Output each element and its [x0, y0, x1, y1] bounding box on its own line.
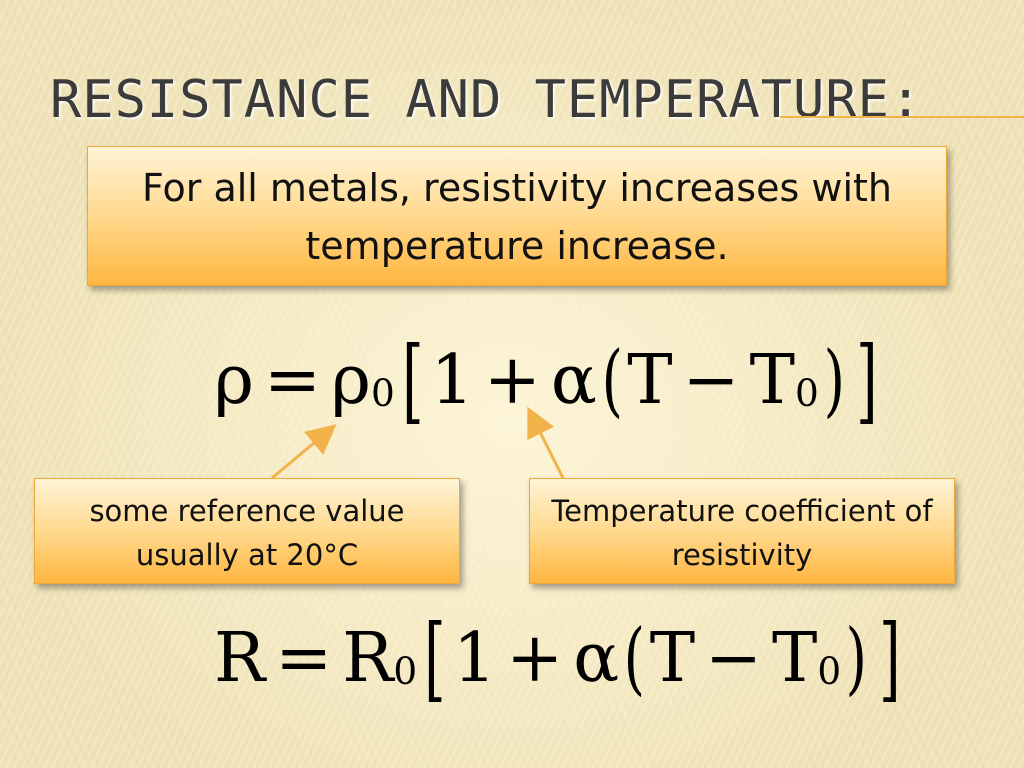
eq2-one: 1: [453, 618, 497, 698]
title-accent-line: [780, 116, 1024, 118]
eq1-sub-zero: 0: [370, 371, 395, 416]
eq1-alpha: α: [550, 340, 597, 420]
eq2-left-bracket: [: [424, 604, 446, 712]
eq2-plus: +: [506, 618, 564, 698]
statement-text: For all metals, resistivity increases wi…: [142, 166, 892, 268]
eq2-right-paren: ): [845, 612, 868, 704]
temperature-coefficient-text: Temperature coefficient of resistivity: [551, 494, 933, 572]
temperature-coefficient-callout: Temperature coefficient of resistivity: [529, 478, 955, 584]
eq1-equals: =: [263, 340, 321, 420]
eq2-alpha: α: [573, 618, 620, 698]
eq2-minus: −: [705, 618, 763, 698]
eq2-temp: T: [649, 618, 696, 698]
eq2-r: R: [342, 618, 394, 698]
eq1-one: 1: [430, 340, 474, 420]
eq1-rho: ρ: [330, 340, 371, 420]
eq2-left-paren: (: [623, 612, 646, 704]
statement-box: For all metals, resistivity increases wi…: [87, 146, 947, 286]
eq2-lhs: R: [214, 618, 266, 698]
eq1-lhs: ρ: [214, 340, 254, 420]
eq2-right-bracket: ]: [878, 604, 901, 712]
eq1-left-paren: (: [601, 334, 623, 426]
reference-value-text: some reference value usually at 20°C: [89, 494, 405, 572]
eq1-left-bracket: [: [401, 326, 424, 434]
arrow-to-rho-zero: [271, 424, 337, 480]
eq1-right-paren: ): [823, 334, 845, 426]
eq1-right-bracket: ]: [856, 326, 878, 434]
reference-value-callout: some reference value usually at 20°C: [34, 478, 460, 584]
eq2-temp-ref: T: [772, 618, 818, 698]
eq1-temp-sub-zero: 0: [794, 371, 819, 416]
eq1-temp: T: [627, 340, 673, 420]
eq2-sub-zero: 0: [393, 649, 418, 694]
eq1-plus: +: [483, 340, 541, 420]
eq2-equals: =: [275, 618, 333, 698]
slide-title: RESISTANCE AND TEMPERATURE:: [50, 70, 923, 130]
eq1-minus: −: [682, 340, 740, 420]
eq2-temp-sub-zero: 0: [817, 649, 842, 694]
eq1-temp-ref: T: [749, 340, 795, 420]
